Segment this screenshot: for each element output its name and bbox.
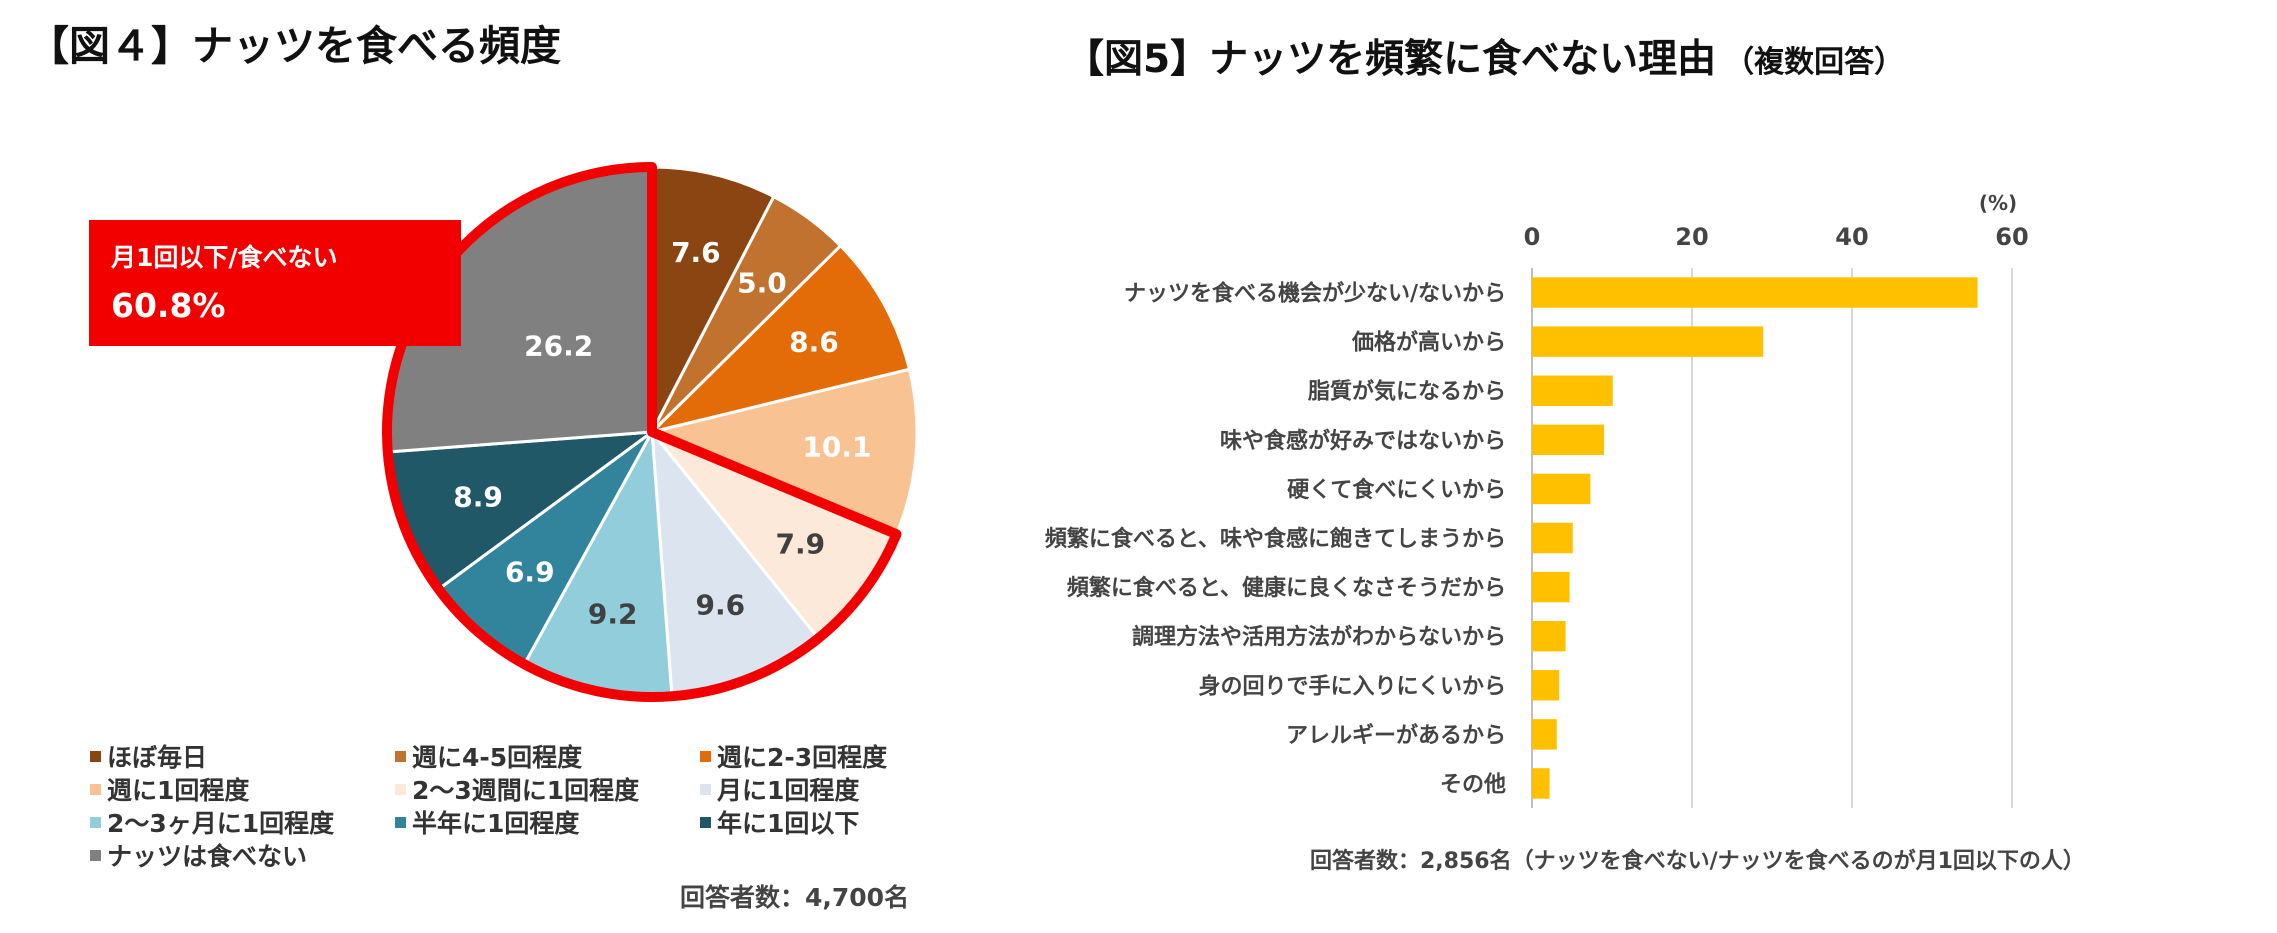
category-label-5: 頻繁に食べると、味や食感に飽きてしまうから [1045,526,1506,552]
pie-chart: 7.6 5.08.6 10.1 7.9 9.6 9.2 6.9 8.9 26.2 [382,162,919,702]
pie-value-label-3: 10.1 [802,431,871,464]
bar-4 [1532,473,1591,505]
legend-label: 2～3ヶ月に1回程度 [107,809,335,838]
legend-swatch [90,849,101,861]
legend-label: ほぼ毎日 [107,743,208,772]
category-label-6: 頻繁に食べると、健康に良くなさそうだから [1067,575,1506,601]
bar-2 [1532,375,1613,406]
bar-8 [1532,670,1560,701]
bar-9 [1532,719,1557,750]
category-label-10: その他 [1440,772,1506,797]
x-tick-label-2: 40 [1835,223,1868,251]
fig4-title: 【図４】ナッツを食べる頻度 [28,22,561,70]
legend-label: ナッツは食べない [107,842,308,871]
callout-label: 月1回以下/食べない [111,243,338,272]
legend-item-6: 2～3ヶ月に1回程度 [90,804,334,840]
pie-value-label-1: 5.0 [737,267,787,300]
legend-label: 月に1回程度 [717,776,860,805]
legend-swatch [90,750,101,762]
x-axis-unit: (%) [1979,191,2017,215]
legend-item-2: 週に2-3回程度 [700,738,887,774]
pie-value-label-6: 9.2 [588,597,638,630]
legend-item-5: 月に1回程度 [700,771,859,807]
legend-swatch [90,816,101,828]
legend-swatch [90,783,101,795]
x-tick-label-3: 60 [1995,223,2028,251]
legend-label: 週に2-3回程度 [717,743,888,772]
legend-item-4: 2～3週間に1回程度 [395,771,639,807]
pie-slice-3 [647,367,919,537]
legend-label: 年に1回以下 [717,809,860,838]
legend-label: 半年に1回程度 [412,809,580,838]
fig5-respondents-note: 回答者数：2,856名（ナッツを食べない/ナッツを食べるのが月1回以下の人） [1310,849,2085,874]
pie-value-label-9: 26.2 [524,330,593,363]
x-tick-label-1: 20 [1675,223,1708,251]
pie-value-label-4: 7.9 [776,527,826,560]
fig5-subtitle: （複数回答） [1724,45,1905,80]
legend-label: 週に1回程度 [107,776,250,805]
bar-7 [1532,620,1566,652]
legend-swatch [700,750,711,762]
legend-item-0: ほぼ毎日 [90,738,207,774]
pie-highlight-outline [382,162,902,702]
category-label-7: 調理方法や活用方法がわからないから [1132,624,1506,650]
legend-item-3: 週に1回程度 [90,771,249,807]
bar-1 [1532,326,1764,357]
legend-item-1: 週に4-5回程度 [395,738,582,774]
category-label-1: 価格が高いから [1351,330,1506,356]
highlight-callout: 月1回以下/食べない 60.8% [89,220,461,346]
legend-swatch [395,783,406,795]
category-label-3: 味や食感が好みではないから [1220,428,1506,454]
pie-value-label-0: 7.6 [671,236,721,269]
pie-value-label-5: 9.6 [695,588,745,621]
pie-value-label-2: 8.6 [789,326,839,359]
category-label-4: 硬くて食べにくいから [1287,477,1506,503]
callout-value: 60.8% [111,286,226,325]
legend-item-7: 半年に1回程度 [395,804,579,840]
x-tick-label-0: 0 [1524,223,1541,251]
bar-10 [1532,768,1550,799]
pie-value-label-7: 6.9 [505,556,555,589]
legend-label: 週に4-5回程度 [412,743,583,772]
fig5-title: 【図5】ナッツを頻繁に食べない理由 （複数回答） [1065,28,1904,84]
legend-item-8: 年に1回以下 [700,804,859,840]
legend-swatch [700,816,711,828]
category-label-2: 脂質が気になるから [1308,379,1506,405]
legend-swatch [700,783,711,795]
category-label-0: ナッツを食べる機会が少ない/ないから [1124,281,1506,307]
legend-label: 2～3週間に1回程度 [412,776,640,805]
bar-5 [1532,522,1573,554]
fig5-title-text: 【図5】ナッツを頻繁に食べない理由 [1065,37,1717,82]
category-label-8: 身の回りで手に入りにくいから [1198,673,1506,699]
legend-swatch [395,816,406,828]
legend-swatch [395,750,406,762]
legend-item-9: ナッツは食べない [90,837,307,873]
bar-0 [1532,277,1978,308]
bar-6 [1532,571,1570,603]
bar-3 [1532,424,1604,456]
pie-slice-2 [647,243,912,435]
pie-value-label-8: 8.9 [453,480,503,513]
fig4-respondents-note: 回答者数：4,700名 [680,883,910,912]
category-label-9: アレルギーがあるから [1286,722,1506,748]
